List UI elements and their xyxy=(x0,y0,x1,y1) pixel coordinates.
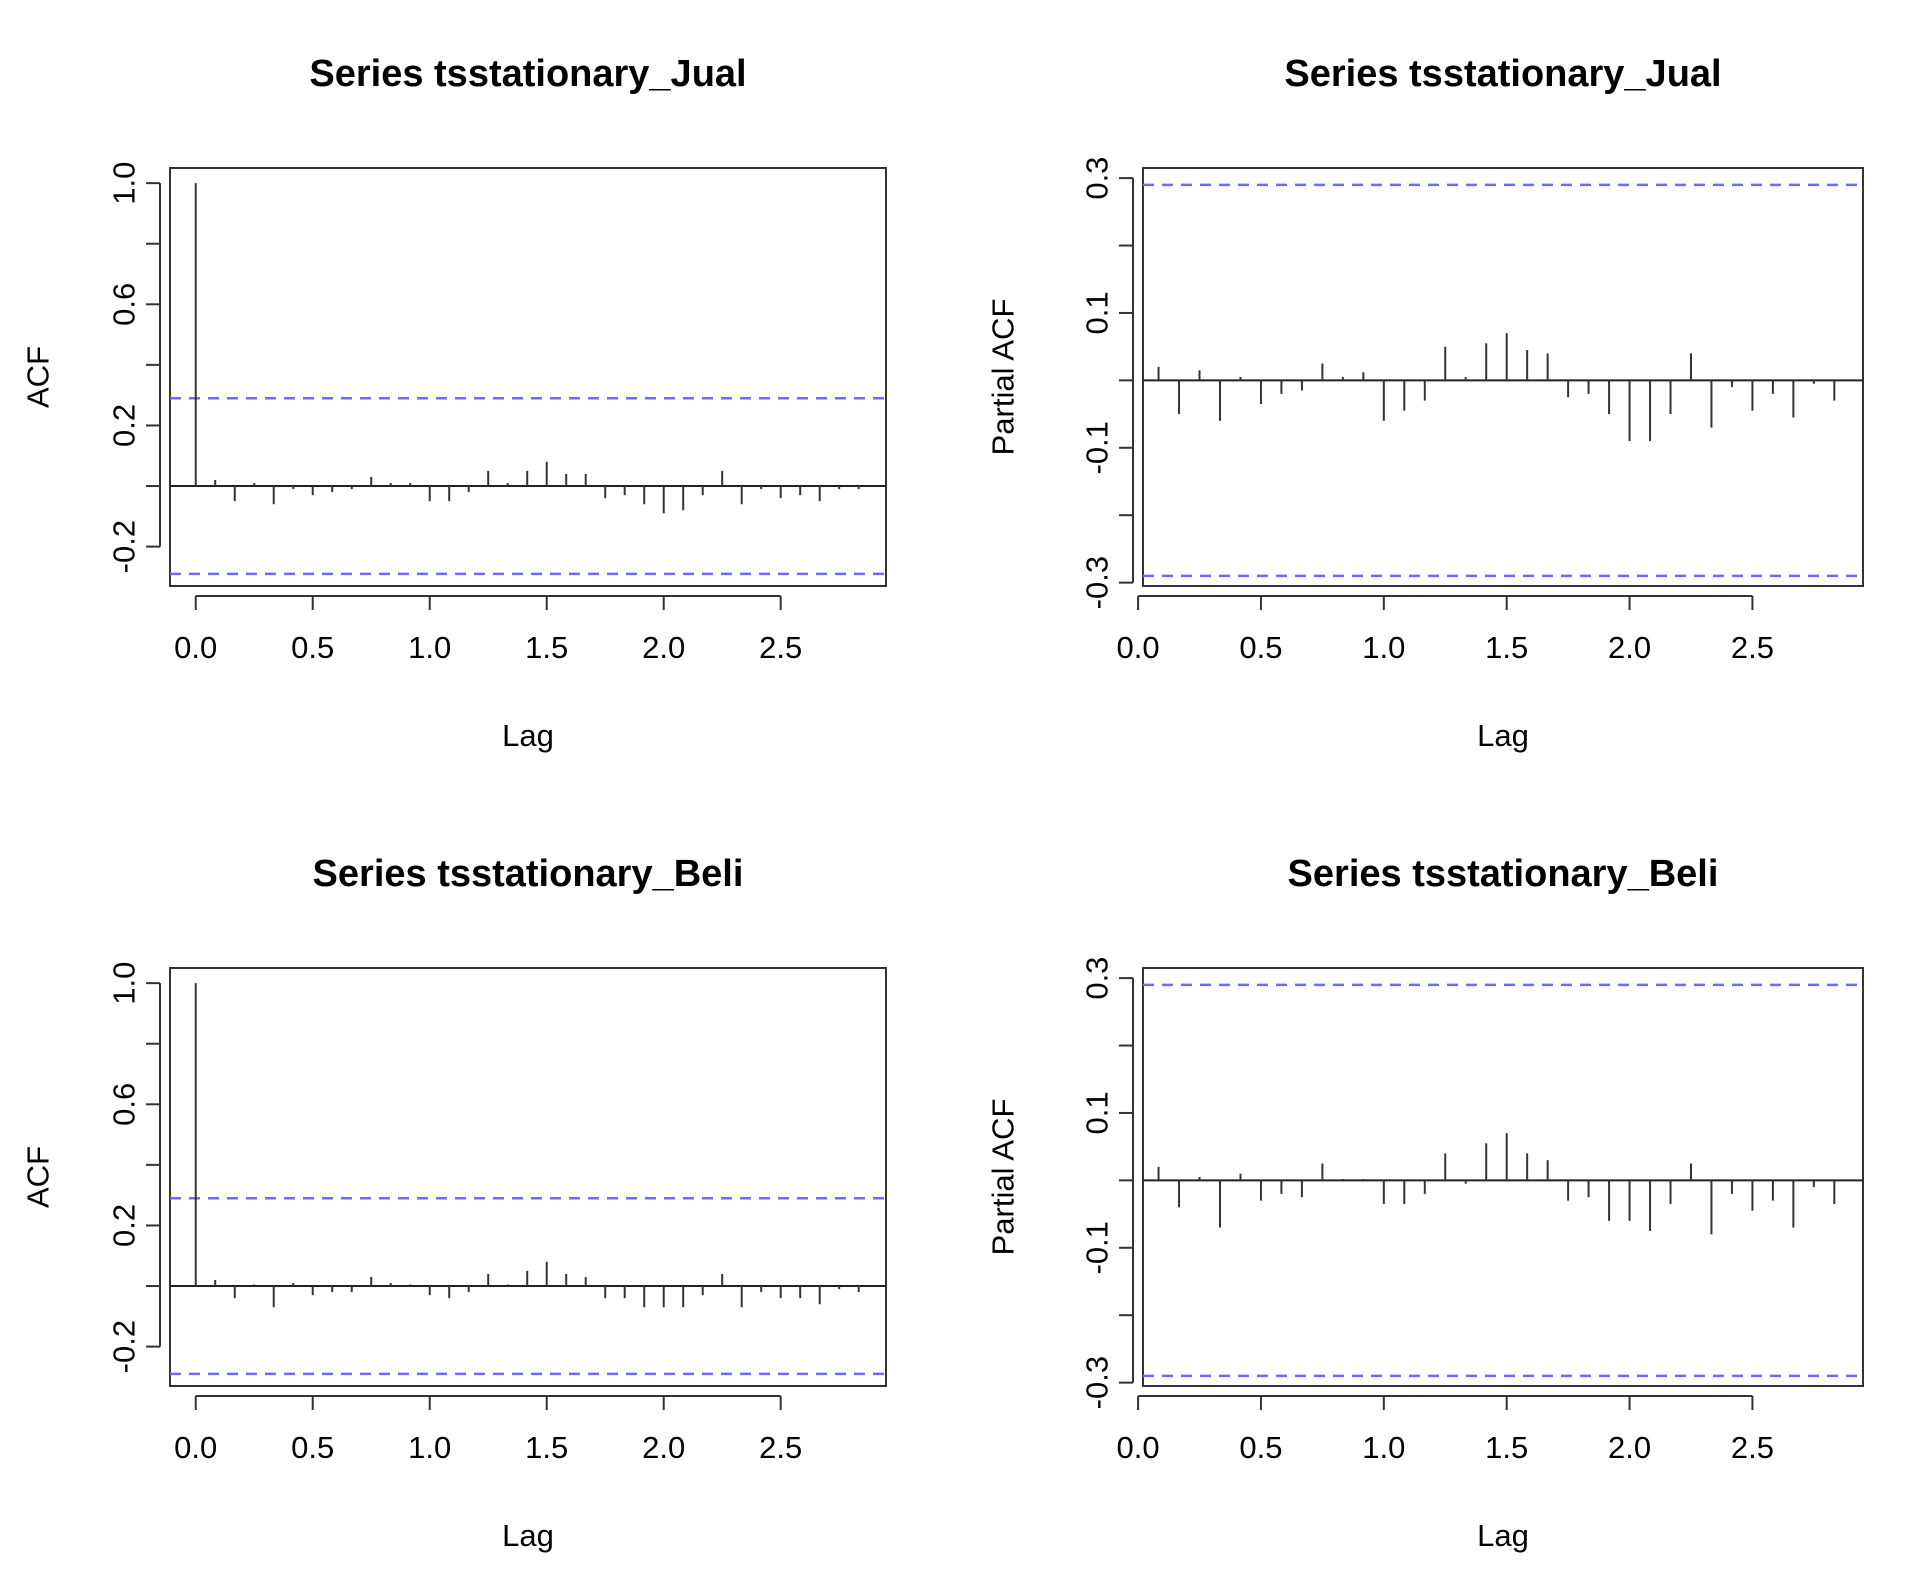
x-tick-label: 1.5 xyxy=(525,630,568,665)
plot-frame xyxy=(1142,967,1864,1387)
x-tick-label: 2.0 xyxy=(1608,630,1651,665)
x-tick-label: 0.0 xyxy=(1117,630,1160,665)
x-tick-label: 1.0 xyxy=(408,1430,451,1465)
y-tick-label: 0.2 xyxy=(107,404,142,447)
y-axis-label: Partial ACF xyxy=(986,1099,1021,1256)
x-tick-label: 2.0 xyxy=(642,630,685,665)
y-tick-label: 0.3 xyxy=(1080,157,1115,200)
x-tick-label: 1.0 xyxy=(1362,630,1405,665)
chart-panel-4: Series tsstationary_Beli 0.0 0.5 1.0 1.5 2.0 2… xyxy=(986,853,1864,1553)
x-tick-label: 1.0 xyxy=(1362,1430,1405,1465)
plot-frame xyxy=(1142,167,1864,587)
chart-title: Series tsstationary_Jual xyxy=(309,53,746,95)
y-tick-label: -0.3 xyxy=(1080,556,1115,609)
x-tick-label: 2.5 xyxy=(1731,630,1774,665)
x-tick-label: 0.5 xyxy=(1239,630,1282,665)
x-tick-label: 1.5 xyxy=(1485,1430,1528,1465)
x-tick-label: 2.0 xyxy=(1608,1430,1651,1465)
y-tick-label: 0.2 xyxy=(107,1204,142,1247)
x-tick-label: 0.0 xyxy=(174,630,217,665)
y-tick-label: 0.1 xyxy=(1080,1091,1115,1134)
plot-frame xyxy=(169,967,887,1387)
x-axis-label: Lag xyxy=(1477,718,1529,753)
y-tick-label: 1.0 xyxy=(107,162,142,205)
y-tick-label: -0.3 xyxy=(1080,1356,1115,1409)
x-tick-label: 1.0 xyxy=(408,630,451,665)
x-tick-label: 0.0 xyxy=(1117,1430,1160,1465)
x-tick-label: 0.5 xyxy=(291,1430,334,1465)
chart-panel-1: Series tsstationary_Jual 0.0 0.5 1.0 1.5 2.0 2… xyxy=(21,53,887,753)
x-axis-label: Lag xyxy=(502,1518,554,1553)
chart-panel-3: Series tsstationary_Beli 0.0 0.5 1.0 1.5 2.0 2… xyxy=(21,853,887,1553)
y-tick-label: -0.2 xyxy=(107,520,142,573)
x-tick-label: 2.5 xyxy=(759,1430,802,1465)
x-tick-label: 2.5 xyxy=(1731,1430,1774,1465)
y-tick-label: 0.6 xyxy=(107,283,142,326)
y-axis-label: ACF xyxy=(21,1146,56,1208)
y-tick-label: -0.2 xyxy=(107,1320,142,1373)
y-tick-label: 1.0 xyxy=(107,962,142,1005)
x-tick-label: 0.5 xyxy=(1239,1430,1282,1465)
x-tick-label: 2.0 xyxy=(642,1430,685,1465)
x-tick-label: 1.5 xyxy=(1485,630,1528,665)
y-tick-label: -0.1 xyxy=(1080,1221,1115,1274)
plot-frame xyxy=(169,167,887,587)
y-tick-label: 0.6 xyxy=(107,1083,142,1126)
y-axis-label: Partial ACF xyxy=(986,299,1021,456)
y-tick-label: -0.1 xyxy=(1080,421,1115,474)
x-tick-label: 1.5 xyxy=(525,1430,568,1465)
chart-panel-2: Series tsstationary_Jual 0.0 0.5 1.0 1.5 2.0 2… xyxy=(986,53,1864,753)
y-tick-label: 0.3 xyxy=(1080,957,1115,1000)
x-tick-label: 0.5 xyxy=(291,630,334,665)
chart-title: Series tsstationary_Beli xyxy=(1288,853,1719,895)
x-axis-label: Lag xyxy=(502,718,554,753)
chart-title: Series tsstationary_Beli xyxy=(313,853,744,895)
y-axis-label: ACF xyxy=(21,346,56,408)
chart-title: Series tsstationary_Jual xyxy=(1284,53,1721,95)
x-tick-label: 0.0 xyxy=(174,1430,217,1465)
y-tick-label: 0.1 xyxy=(1080,291,1115,334)
x-tick-label: 2.5 xyxy=(759,630,802,665)
x-axis-label: Lag xyxy=(1477,1518,1529,1553)
